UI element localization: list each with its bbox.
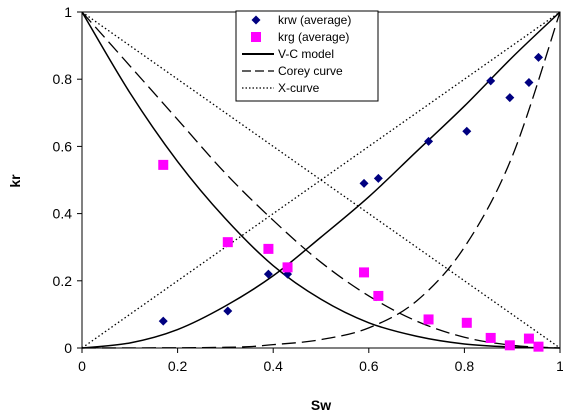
x-curve-line	[81, 11, 561, 349]
y-tick-label: 0.2	[53, 273, 73, 289]
krg-average-point	[359, 267, 370, 278]
x-tick-label: 0.8	[455, 358, 475, 374]
x-axis-label: Sw	[311, 397, 331, 413]
y-tick-label: 0.8	[53, 71, 73, 87]
krw-average-point	[533, 52, 543, 62]
model-curves	[81, 11, 561, 349]
krw-average-point	[223, 306, 233, 316]
krg-average-point	[533, 341, 544, 352]
krg-average-point	[504, 340, 515, 351]
legend-krg-average-marker	[251, 32, 261, 42]
krg-average-point	[461, 317, 472, 328]
legend-krw-average-marker	[251, 15, 261, 25]
x-axis-ticks: 0 0.2 0.4 0.6 0.8 1	[78, 348, 563, 374]
krw-average-point	[486, 76, 496, 86]
v-c-model-line	[81, 11, 561, 349]
x-tick-label: 0.2	[168, 358, 188, 374]
v-c-model-line	[81, 11, 561, 349]
krw-average-point	[263, 269, 273, 279]
krw-average-point	[373, 173, 383, 183]
krg-average-point	[373, 290, 384, 301]
legend-box	[235, 10, 379, 102]
krw-average-point	[359, 178, 369, 188]
krg-average-point	[282, 262, 293, 273]
krg-average-point	[485, 332, 496, 343]
legend-v-c-model-label: V-C model	[278, 47, 334, 61]
krg-average-point	[263, 243, 274, 254]
legend-krg-average-label: krg (average)	[278, 30, 349, 44]
data-points	[158, 52, 544, 352]
krg-average-point	[158, 159, 169, 170]
x-tick-label: 0.6	[359, 358, 379, 374]
y-tick-label: 0.6	[53, 138, 73, 154]
legend-krw-average-label: krw (average)	[278, 13, 351, 27]
krg-average-point	[423, 314, 434, 325]
legend-corey-curve-label: Corey curve	[278, 64, 343, 78]
y-tick-label: 0	[64, 340, 72, 356]
krw-average-point	[424, 136, 434, 146]
y-axis-label: kr	[7, 174, 23, 188]
x-tick-label: 1	[556, 358, 563, 374]
krw-average-point	[505, 93, 515, 103]
krg-average-point	[523, 333, 534, 344]
krg-average-point	[222, 237, 233, 248]
x-tick-label: 0.4	[263, 358, 283, 374]
x-tick-label: 0	[78, 358, 86, 374]
legend: krw (average) krg (average) V-C model Corey…	[235, 10, 379, 102]
y-axis-ticks: 0 0.2 0.4 0.6 0.8 1	[53, 4, 82, 356]
y-tick-label: 0.4	[53, 206, 73, 222]
krw-average-point	[524, 78, 534, 88]
krw-average-point	[462, 126, 472, 136]
legend-x-curve-label: X-curve	[278, 81, 320, 95]
krw-average-point	[158, 316, 168, 326]
y-tick-label: 1	[64, 4, 72, 20]
corey-curve-line	[81, 11, 561, 349]
